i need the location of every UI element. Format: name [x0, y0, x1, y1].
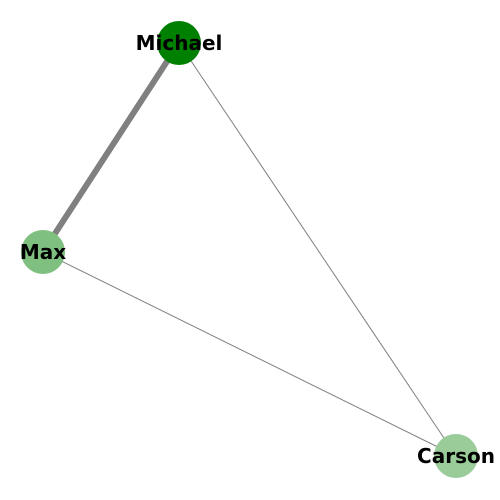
node-carson[interactable]	[434, 434, 478, 478]
edge-max-carson	[42, 251, 457, 457]
edges-layer	[40, 41, 457, 457]
node-michael[interactable]	[157, 21, 201, 65]
node-label-carson: Carson	[417, 444, 495, 468]
node-label-michael: Michael	[136, 31, 223, 55]
labels-layer: Michael Max Carson	[20, 31, 495, 468]
node-label-max: Max	[20, 240, 66, 264]
nodes-layer	[21, 21, 478, 478]
edge-michael-max	[40, 41, 182, 254]
node-max[interactable]	[21, 230, 65, 274]
edge-michael-carson	[178, 42, 457, 457]
